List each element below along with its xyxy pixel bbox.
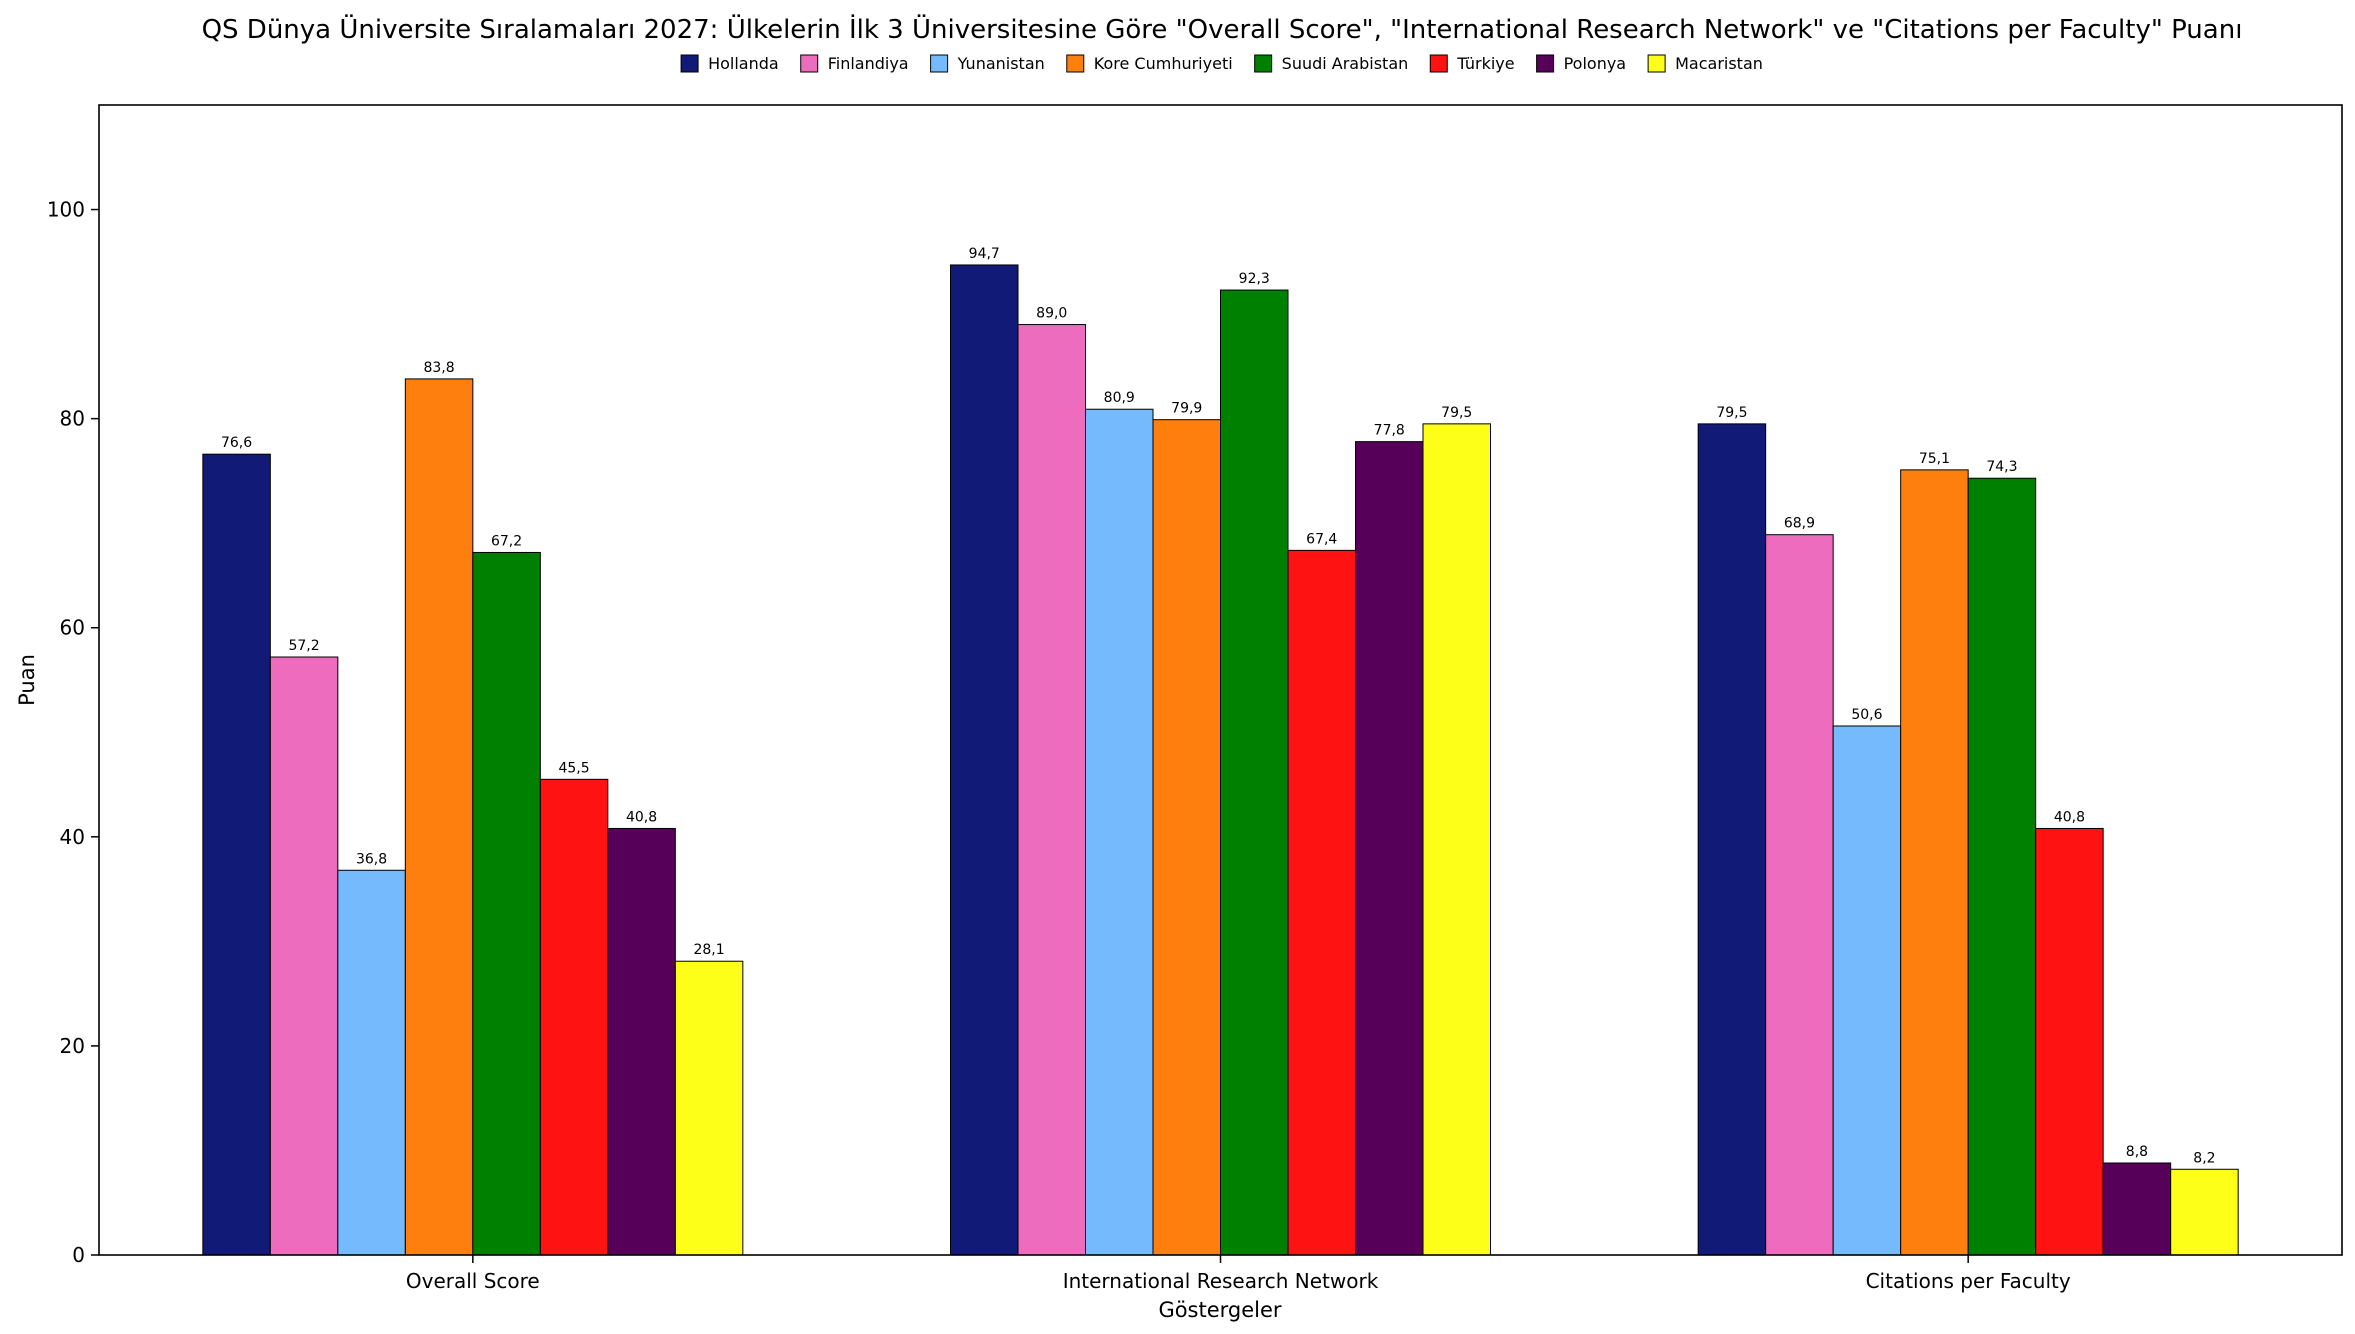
data-label: 8,2 <box>2193 1150 2215 1166</box>
data-label: 79,9 <box>1171 401 1202 417</box>
bar-turkiye-international-research-network <box>1287 549 1356 1256</box>
data-label: 75,1 <box>1919 451 1950 467</box>
data-label: 77,8 <box>1374 423 1405 439</box>
bar-hollanda-citations-per-faculty <box>1697 423 1767 1256</box>
legend-swatch <box>1647 54 1666 73</box>
data-label: 68,9 <box>1784 516 1815 532</box>
data-label: 92,3 <box>1239 271 1270 287</box>
data-label: 28,1 <box>693 942 724 958</box>
x-axis: Overall Score International Research Netw… <box>406 1255 2071 1293</box>
legend: Hollanda Finlandiya Yunanistan Kore Cumhuri… <box>680 54 1763 73</box>
legend-label: Hollanda <box>708 54 779 73</box>
data-label: 57,2 <box>288 638 319 654</box>
data-label: 79,5 <box>1441 405 1472 421</box>
legend-item-finlandiya: Finlandiya <box>800 54 909 73</box>
data-label: 40,8 <box>2054 809 2085 825</box>
legend-item-yunanistan: Yunanistan <box>930 54 1045 73</box>
bar-yunanistan-overall-score <box>337 869 406 1256</box>
legend-item-polonya: Polonya <box>1536 54 1627 73</box>
data-label: 74,3 <box>1986 459 2017 475</box>
y-tick-label: 100 <box>47 198 85 222</box>
y-tick-label: 60 <box>60 616 85 640</box>
y-axis: 0 20 40 60 80 100 <box>47 198 99 1267</box>
data-label: 36,8 <box>356 851 387 867</box>
data-label: 80,9 <box>1104 390 1135 406</box>
y-axis-label: Puan <box>15 654 39 706</box>
bar-turkiye-citations-per-faculty <box>2035 827 2104 1256</box>
data-label: 94,7 <box>969 246 1000 262</box>
legend-label: Macaristan <box>1675 54 1763 73</box>
data-label: 67,2 <box>491 533 522 549</box>
legend-swatch <box>680 54 699 73</box>
data-label: 8,8 <box>2126 1144 2148 1160</box>
bar-finlandiya-international-research-network <box>1017 324 1086 1256</box>
legend-swatch <box>1066 54 1085 73</box>
y-tick-label: 0 <box>72 1243 85 1267</box>
legend-item-turkiye: Türkiye <box>1429 54 1515 73</box>
legend-item-macaristan: Macaristan <box>1647 54 1763 73</box>
bar-macaristan-overall-score <box>674 960 744 1256</box>
legend-item-suudi-arabistan: Suudi Arabistan <box>1254 54 1409 73</box>
legend-label: Finlandiya <box>828 54 909 73</box>
bar-polonya-citations-per-faculty <box>2102 1162 2172 1256</box>
x-tick-label: International Research Network <box>1063 1269 1379 1293</box>
bar-kore-cumhuriyeti-international-research-network <box>1152 419 1221 1256</box>
legend-label: Yunanistan <box>957 54 1045 73</box>
legend-swatch <box>1429 54 1448 73</box>
plot-frame <box>98 104 2343 1256</box>
bar-polonya-international-research-network <box>1355 441 1424 1256</box>
legend-label: Kore Cumhuriyeti <box>1094 54 1233 73</box>
bar-macaristan-citations-per-faculty <box>2170 1168 2239 1256</box>
bar-macaristan-international-research-network <box>1422 423 1491 1256</box>
data-label: 83,8 <box>423 360 454 376</box>
legend-item-kore-cumhuriyeti: Kore Cumhuriyeti <box>1066 54 1233 73</box>
legend-label: Polonya <box>1564 54 1627 73</box>
bar-finlandiya-overall-score <box>269 656 339 1256</box>
chart-title: QS Dünya Üniversite Sıralamaları 2027: Ü… <box>202 13 2243 45</box>
data-label: 45,5 <box>558 760 589 776</box>
y-tick-label: 40 <box>60 825 85 849</box>
legend-label: Suudi Arabistan <box>1282 54 1409 73</box>
y-tick-label: 20 <box>60 1034 85 1058</box>
legend-swatch <box>1254 54 1273 73</box>
data-label: 76,6 <box>221 435 252 451</box>
bar-yunanistan-international-research-network <box>1085 408 1154 1256</box>
x-axis-label: Göstergeler <box>1158 1298 1281 1322</box>
legend-label: Türkiye <box>1456 54 1514 73</box>
data-label: 79,5 <box>1716 405 1747 421</box>
x-tick-label: Overall Score <box>406 1269 540 1293</box>
data-label: 40,8 <box>626 809 657 825</box>
legend-swatch <box>930 54 949 73</box>
y-tick-label: 80 <box>60 407 85 431</box>
bar-suudi-arabistan-overall-score <box>472 551 541 1256</box>
data-label: 89,0 <box>1036 306 1067 322</box>
data-label: 67,4 <box>1306 531 1337 547</box>
bars-group: 76,6 57,2 36,8 83,8 67,2 45,5 40,8 28,1 94,7 89,0… <box>202 246 2239 1256</box>
bar-hollanda-international-research-network <box>950 264 1019 1256</box>
bar-polonya-overall-score <box>607 827 676 1256</box>
legend-swatch <box>800 54 819 73</box>
bar-suudi-arabistan-citations-per-faculty <box>1967 477 2037 1256</box>
legend-item-hollanda: Hollanda <box>680 54 779 73</box>
legend-swatch <box>1536 54 1555 73</box>
bar-kore-cumhuriyeti-overall-score <box>404 378 474 1256</box>
bar-turkiye-overall-score <box>539 778 609 1256</box>
data-label: 50,6 <box>1851 707 1882 723</box>
bar-finlandiya-citations-per-faculty <box>1765 534 1834 1256</box>
bar-suudi-arabistan-international-research-network <box>1220 289 1289 1256</box>
bar-yunanistan-citations-per-faculty <box>1832 725 1902 1256</box>
bar-kore-cumhuriyeti-citations-per-faculty <box>1900 469 1969 1256</box>
bar-hollanda-overall-score <box>202 453 271 1256</box>
x-tick-label: Citations per Faculty <box>1866 1269 2071 1293</box>
